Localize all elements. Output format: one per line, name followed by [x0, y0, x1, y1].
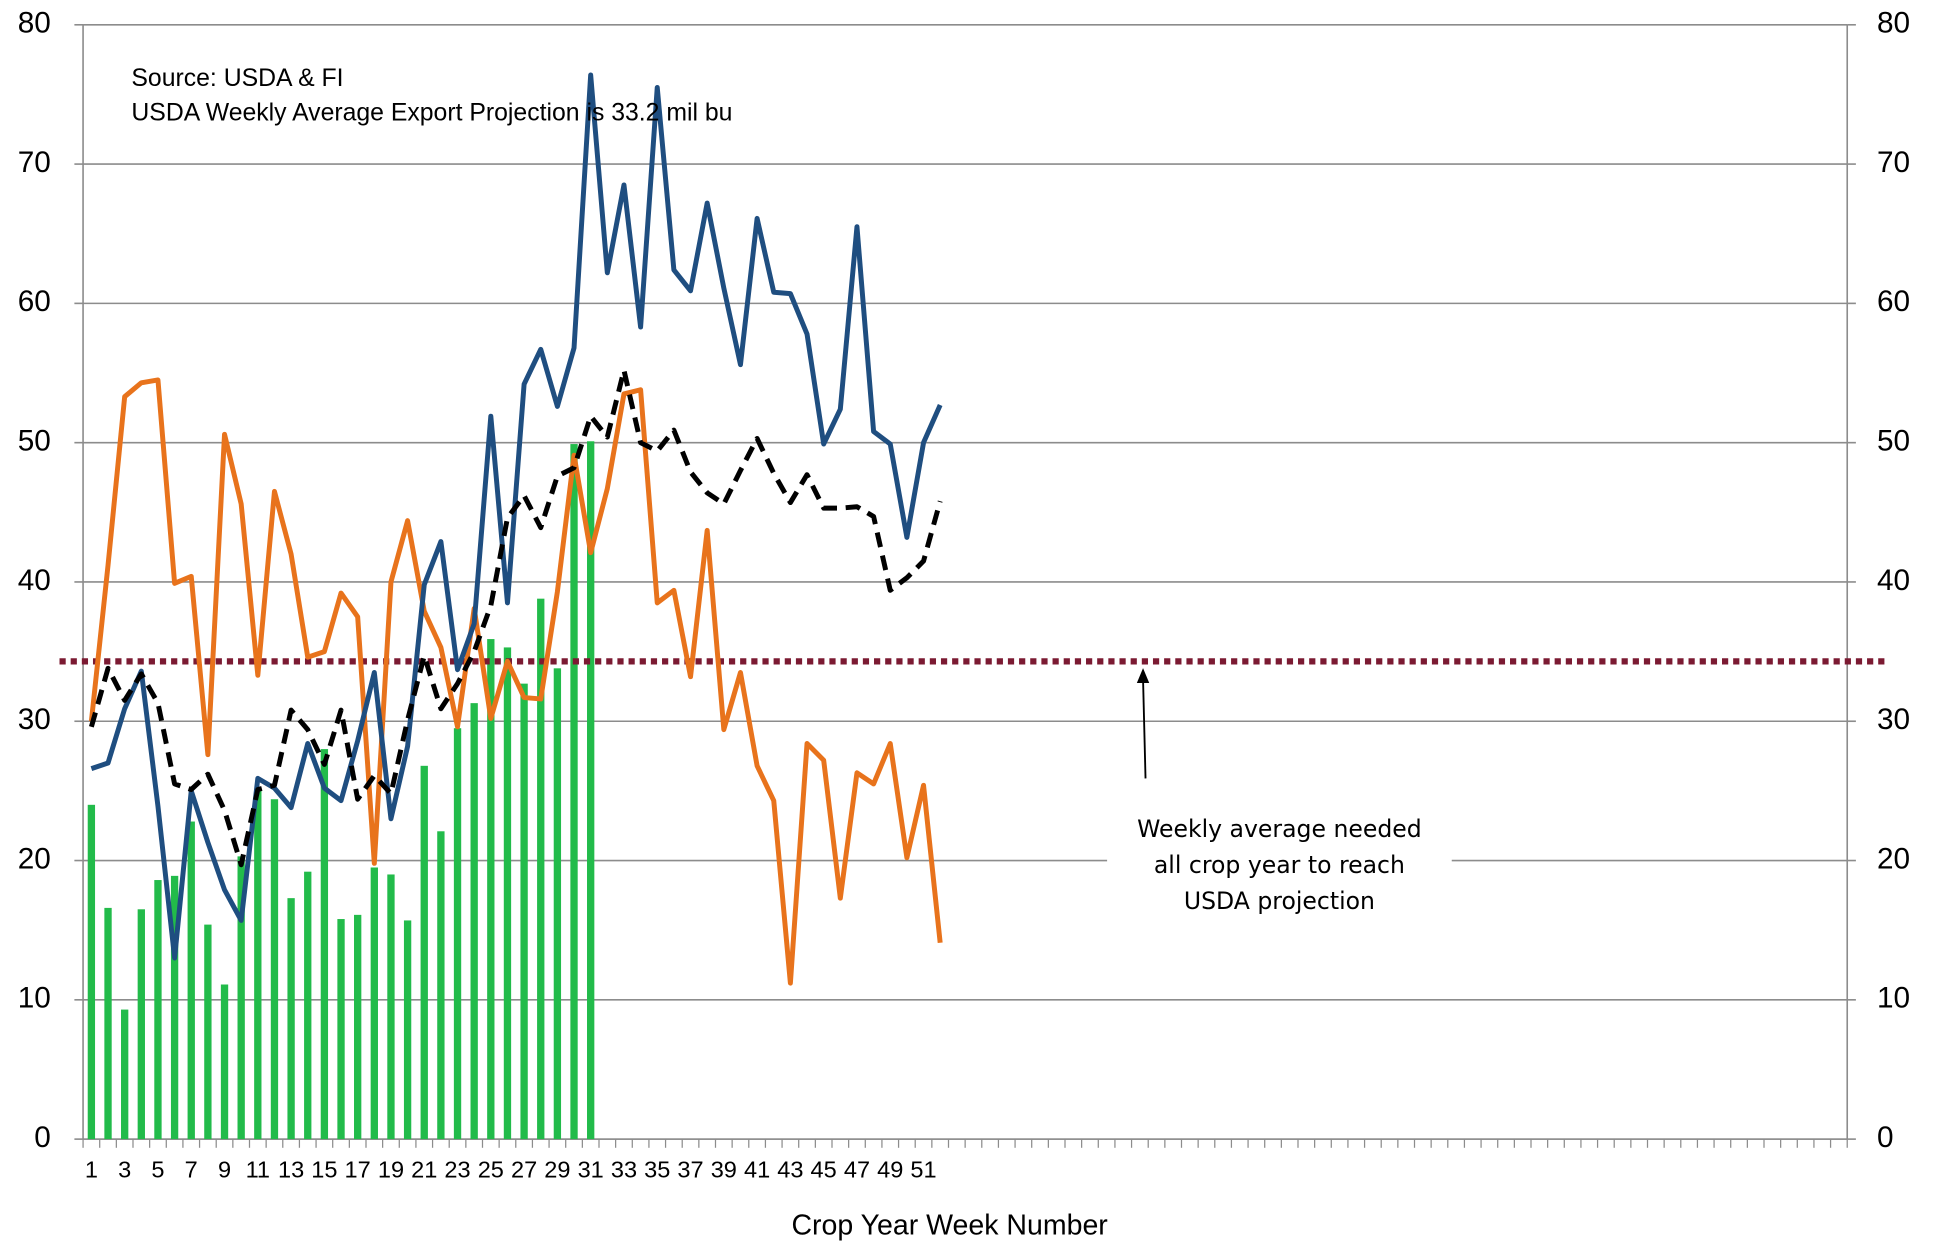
bar: [287, 898, 295, 1140]
x-tick-label: 31: [578, 1157, 604, 1183]
y-tick-label: 30: [18, 703, 51, 736]
bar: [154, 880, 162, 1140]
annotation-arrowhead: [1136, 668, 1150, 683]
y-tick-label: 40: [18, 564, 51, 597]
y-tick-label: 60: [18, 285, 51, 318]
bar: [237, 856, 245, 1140]
x-tick-label: 35: [644, 1157, 670, 1183]
bar: [470, 703, 478, 1140]
bar: [204, 924, 212, 1140]
x-tick-label: 29: [544, 1157, 570, 1183]
line: [88, 377, 943, 986]
bar: [121, 1009, 129, 1140]
bar: [587, 441, 595, 1140]
x-tick-label: 11: [246, 1157, 270, 1183]
x-tick-label: 5: [151, 1157, 164, 1183]
annotation-text: all crop year to reach: [1154, 851, 1405, 879]
x-tick-label: 7: [185, 1157, 198, 1183]
x-tick-label: 39: [711, 1157, 737, 1183]
x-tick-label: 23: [444, 1157, 470, 1183]
y-tick-label: 50: [18, 425, 51, 458]
y2-tick-label: 50: [1877, 425, 1910, 458]
bar: [304, 871, 312, 1140]
bar: [270, 799, 279, 1140]
bar: [420, 765, 428, 1140]
x-tick-label: 13: [278, 1157, 304, 1183]
bar: [503, 647, 512, 1140]
x-tick-label: 49: [877, 1157, 903, 1183]
bar: [337, 919, 345, 1140]
x-tick-label: 25: [478, 1157, 504, 1183]
x-tick-label: 33: [611, 1157, 637, 1183]
x-tick-label: 9: [218, 1157, 231, 1183]
bar: [437, 831, 445, 1140]
x-tick-label: 27: [511, 1157, 537, 1183]
bar: [370, 867, 378, 1140]
y2-tick-label: 30: [1877, 703, 1910, 736]
bar: [537, 598, 545, 1140]
y2-tick-label: 60: [1877, 285, 1910, 318]
dashed-line: [88, 367, 943, 868]
y2-tick-label: 10: [1877, 982, 1910, 1015]
y-tick-label: 20: [18, 842, 51, 875]
bar: [453, 728, 462, 1140]
bar: [570, 444, 578, 1140]
annotation-text: Weekly average needed: [1137, 815, 1422, 843]
x-axis-title: Crop Year Week Number: [791, 1210, 1108, 1242]
bar: [87, 804, 96, 1140]
source-note: Source: USDA & FI: [131, 65, 343, 92]
bar: [520, 683, 528, 1140]
x-tick-label: 1: [85, 1157, 98, 1183]
x-tick-label: 43: [777, 1157, 803, 1183]
bar: [104, 907, 112, 1140]
projection-note: USDA Weekly Average Export Projection is…: [131, 100, 732, 127]
bar: [170, 875, 179, 1140]
annotation-arrow: [1142, 679, 1147, 779]
y2-tick-label: 20: [1877, 842, 1910, 875]
bar: [137, 909, 145, 1140]
bar: [487, 639, 495, 1140]
x-tick-label: 37: [677, 1157, 703, 1183]
y2-tick-label: 0: [1877, 1121, 1894, 1154]
y-tick-label: 70: [18, 146, 51, 179]
x-tick-label: 15: [311, 1157, 337, 1183]
bar: [320, 749, 329, 1140]
bar: [387, 874, 395, 1140]
x-tick-label: 21: [411, 1157, 437, 1183]
x-tick-label: 41: [744, 1157, 770, 1183]
x-tick-label: 19: [378, 1157, 404, 1183]
bar: [354, 914, 362, 1140]
bar: [187, 821, 195, 1140]
y2-tick-label: 40: [1877, 564, 1910, 597]
bar: [220, 984, 229, 1140]
bar: [403, 920, 412, 1140]
y-tick-label: 10: [18, 982, 51, 1015]
y-tick-label: 0: [34, 1121, 51, 1154]
annotation-background: [1107, 808, 1452, 925]
annotation-text: USDA projection: [1184, 887, 1375, 915]
x-tick-label: 45: [811, 1157, 837, 1183]
x-tick-label: 3: [118, 1157, 131, 1183]
bar: [254, 790, 262, 1140]
x-tick-label: 51: [910, 1157, 936, 1183]
x-tick-label: 17: [345, 1157, 371, 1183]
x-tick-label: 47: [844, 1157, 870, 1183]
line: [90, 72, 943, 961]
bar: [553, 668, 562, 1140]
y2-tick-label: 80: [1877, 7, 1910, 40]
y2-tick-label: 70: [1877, 146, 1910, 179]
y-tick-label: 80: [18, 7, 51, 40]
